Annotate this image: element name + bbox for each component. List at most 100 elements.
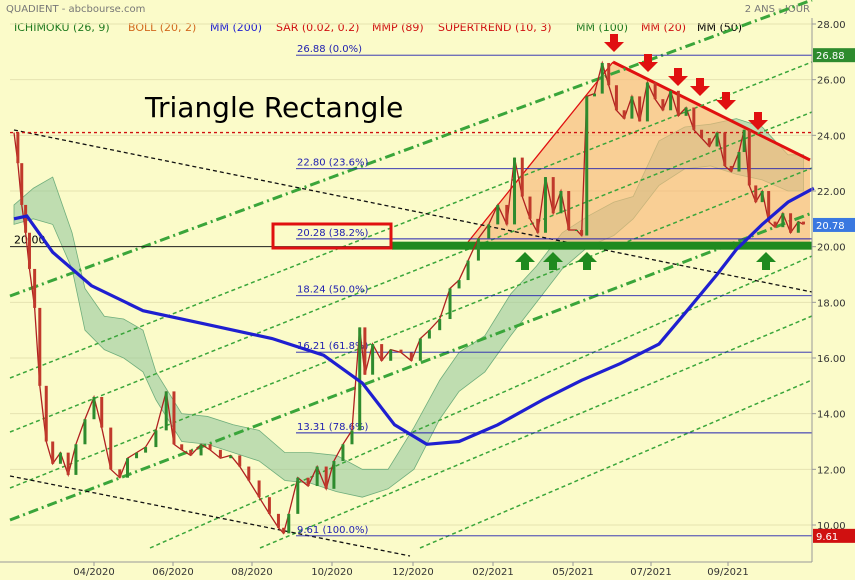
x-tick-label: 05/2021 xyxy=(552,567,594,578)
price-candle xyxy=(543,177,547,233)
support-zone-bar xyxy=(392,241,812,250)
price-candle xyxy=(74,444,78,475)
price-candle xyxy=(172,391,176,445)
price-candle xyxy=(528,196,532,219)
price-candle xyxy=(27,232,31,269)
price-candle xyxy=(692,107,696,130)
trend-channel-line xyxy=(9,211,813,522)
x-tick-label: 07/2021 xyxy=(630,567,672,578)
resistance-arrow-icon xyxy=(604,34,624,52)
price-candle xyxy=(109,427,113,470)
trend-channel-line xyxy=(9,167,813,489)
y-tick-label: 28.00 xyxy=(817,20,846,31)
price-candle xyxy=(773,221,777,228)
price-tag-label: 9.61 xyxy=(816,532,838,543)
price-candle xyxy=(135,452,139,459)
indicator-label: ICHIMOKU (26, 9) xyxy=(14,21,110,34)
price-candle xyxy=(371,344,375,375)
y-tick-label: 24.00 xyxy=(817,131,846,142)
x-tick-label: 12/2020 xyxy=(392,567,434,578)
price-candle xyxy=(505,204,509,225)
price-candle xyxy=(684,107,688,116)
price-candle xyxy=(144,447,148,453)
price-candle xyxy=(638,96,642,122)
price-candle xyxy=(551,177,555,214)
fibonacci-label: 13.31 (78.6%) xyxy=(297,422,368,433)
price-tag-box xyxy=(813,217,855,232)
indicator-label: MM (50) xyxy=(697,21,742,34)
price-candle xyxy=(593,93,596,97)
x-tick-label: 08/2020 xyxy=(231,567,273,578)
price-candle xyxy=(796,221,800,233)
price-candle xyxy=(276,513,280,528)
price-candle xyxy=(218,449,222,459)
price-candle xyxy=(723,132,727,166)
fibonacci-label: 18.24 (50.0%) xyxy=(297,285,368,296)
x-tick-label: 10/2020 xyxy=(311,567,353,578)
price-candle xyxy=(247,466,251,481)
price-candle xyxy=(747,129,751,186)
y-tick-label: 16.00 xyxy=(817,354,846,365)
price-candle xyxy=(199,444,203,456)
price-candle xyxy=(438,319,442,331)
indicator-label: BOLL (20, 2) xyxy=(128,21,196,34)
price-candle xyxy=(315,466,319,487)
price-candle xyxy=(389,349,393,361)
price-candle xyxy=(737,152,741,172)
triangle-resistance-line xyxy=(612,60,811,162)
trend-channel-line xyxy=(259,315,813,549)
price-candle xyxy=(332,460,336,489)
price-candle xyxy=(574,229,578,231)
price-candle xyxy=(754,185,758,203)
support-arrow-icon xyxy=(577,252,597,270)
indicator-label: SAR (0.02, 0.2) xyxy=(276,21,359,34)
support-arrow-icon xyxy=(756,252,776,270)
downtrend-line xyxy=(13,129,813,293)
price-candle xyxy=(399,349,403,353)
price-candle xyxy=(476,238,480,261)
y-tick-label: 18.00 xyxy=(817,298,846,309)
fibonacci-label: 9.61 (100.0%) xyxy=(297,525,368,536)
price-candle xyxy=(20,163,24,205)
highlight-box xyxy=(271,222,393,250)
price-candle xyxy=(296,477,300,514)
price-candle xyxy=(380,344,384,361)
price-candle xyxy=(715,132,719,147)
series-layer xyxy=(13,60,815,535)
price-candle xyxy=(580,229,584,236)
pattern-title: Triangle Rectangle xyxy=(144,91,403,124)
price-candle xyxy=(44,385,48,442)
fibonacci-label: 26.88 (0.0%) xyxy=(297,44,362,55)
price-candle xyxy=(66,452,70,475)
resistance-arrow-icon xyxy=(716,92,736,110)
price-candle xyxy=(653,82,657,100)
price-tag-label: 20.78 xyxy=(816,221,845,232)
indicator-label: MM (20) xyxy=(641,21,686,34)
indicator-label: SUPERTREND (10, 3) xyxy=(438,21,552,34)
price-candle xyxy=(781,213,785,228)
price-candle xyxy=(585,96,589,236)
price-candle xyxy=(409,352,413,361)
x-tick-label: 06/2020 xyxy=(152,567,194,578)
price-candle xyxy=(607,62,611,86)
price-candle xyxy=(559,191,563,214)
resistance-arrow-icon xyxy=(668,68,688,86)
price-candle xyxy=(282,527,286,534)
fibonacci-label: 16.21 (61.8%) xyxy=(297,341,368,352)
y-tick-label: 26.00 xyxy=(817,76,846,87)
price-candle xyxy=(536,218,540,233)
price-candle xyxy=(100,396,104,428)
fibonacci-label: 22.80 (23.6%) xyxy=(297,158,368,169)
price-candle xyxy=(630,96,634,119)
support-arrow-icon xyxy=(515,252,535,270)
arrow-layer xyxy=(515,34,776,270)
price-candle xyxy=(448,288,452,320)
price-candle xyxy=(341,444,345,461)
price-candle xyxy=(287,513,291,534)
price-candle xyxy=(487,224,491,239)
lower-downtrend-line xyxy=(9,475,411,557)
price-tags: 26.88 20.78 9.61 xyxy=(813,48,855,543)
price-candle xyxy=(363,327,367,375)
price-candle xyxy=(496,204,500,225)
